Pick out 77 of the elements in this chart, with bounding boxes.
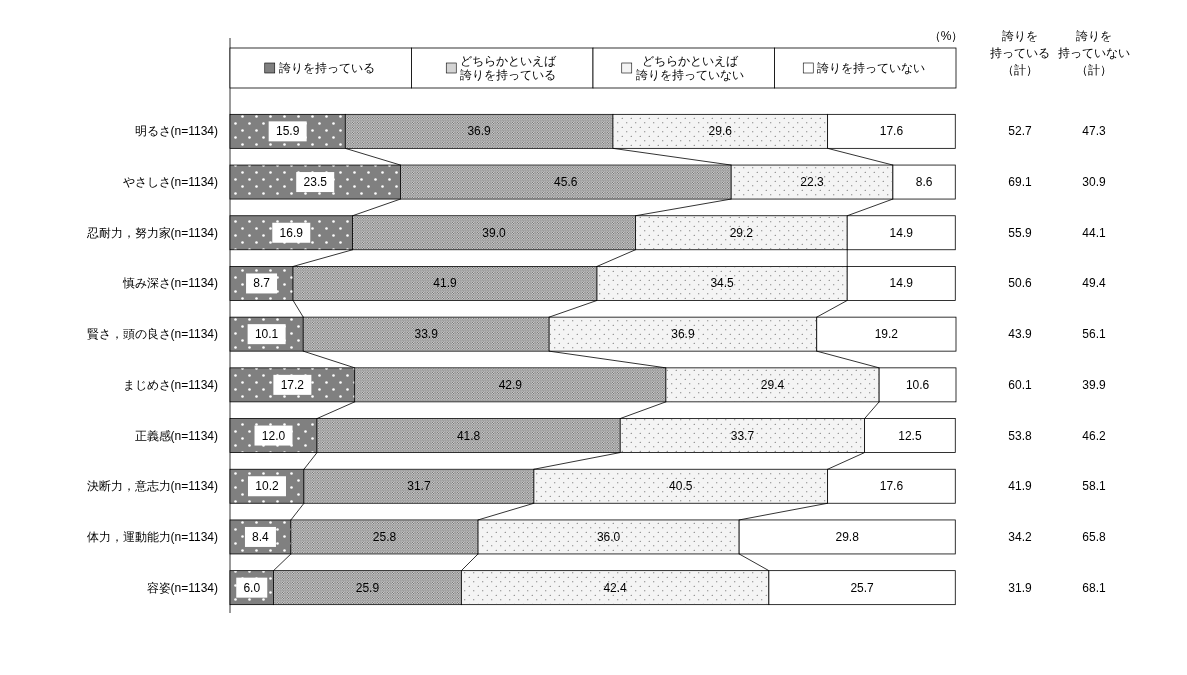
data-label: 33.7	[730, 428, 755, 443]
data-label: 22.3	[800, 175, 825, 190]
data-label: 19.2	[874, 327, 899, 342]
data-label: 25.7	[850, 580, 875, 595]
y-tick-label: 正義感(n=1134)	[134, 428, 218, 443]
data-label: 41.8	[456, 428, 481, 443]
data-label: 23.5	[303, 175, 328, 190]
data-label: 29.8	[835, 529, 860, 544]
text: 53.8	[1008, 428, 1032, 443]
data-label: 12.5	[898, 428, 922, 443]
data-label: 25.8	[372, 529, 397, 544]
data-label: 8.7	[253, 276, 271, 291]
text: 50.6	[1008, 276, 1032, 291]
y-tick-label: 容姿(n=1134)	[146, 580, 218, 595]
legend-label: 誇りを持っていない	[817, 61, 926, 76]
text: 69.1	[1008, 175, 1032, 190]
data-label: 34.5	[710, 276, 735, 291]
text: 44.1	[1082, 225, 1106, 240]
data-label: 31.7	[407, 479, 431, 494]
y-tick-label: 賢さ，頭の良さ(n=1134)	[86, 327, 218, 342]
text: 43.9	[1008, 327, 1032, 342]
y-tick-label: 慎み深さ(n=1134)	[121, 276, 218, 291]
y-tick-label: 体力，運動能力(n=1134)	[86, 529, 218, 544]
text: 41.9	[1008, 479, 1032, 494]
data-label: 17.6	[879, 124, 904, 139]
data-label: 36.9	[467, 124, 492, 139]
legend-label: 誇りを持っている	[278, 61, 375, 76]
y-tick-label: 決断力，意志力(n=1134)	[86, 479, 218, 494]
text: 47.3	[1082, 124, 1106, 139]
data-label: 45.6	[554, 175, 578, 190]
data-label: 14.9	[889, 225, 914, 240]
data-label: 40.5	[669, 479, 693, 494]
data-label: 25.9	[355, 580, 380, 595]
text: 46.2	[1082, 428, 1106, 443]
data-label: 17.6	[879, 479, 904, 494]
data-label: 39.0	[482, 225, 506, 240]
data-label: 17.2	[280, 377, 305, 392]
data-label: 33.9	[414, 327, 439, 342]
data-label: 16.9	[279, 225, 304, 240]
data-label: 8.4	[252, 529, 270, 544]
text: 39.9	[1082, 377, 1106, 392]
text: 30.9	[1082, 175, 1106, 190]
data-label: 42.9	[498, 377, 523, 392]
legend-label: どちらかといえば誇りを持っていない	[635, 54, 744, 83]
data-label: 36.0	[596, 529, 621, 544]
text: 58.1	[1082, 479, 1106, 494]
legend-label: どちらかといえば誇りを持っている	[460, 54, 558, 83]
text: （%）	[928, 29, 964, 43]
y-tick-label: 忍耐力，努力家(n=1134)	[85, 225, 218, 240]
text: 68.1	[1082, 580, 1106, 595]
y-tick-label: 明るさ(n=1134)	[134, 124, 218, 139]
data-label: 29.6	[708, 124, 733, 139]
data-label: 6.0	[243, 580, 261, 595]
data-label: 29.2	[729, 225, 754, 240]
text: 60.1	[1008, 377, 1032, 392]
data-label: 8.6	[915, 175, 933, 190]
data-label: 10.1	[254, 327, 279, 342]
text: 誇りを持っていない（計）	[1058, 29, 1130, 78]
text: 52.7	[1008, 124, 1032, 139]
data-label: 15.9	[275, 124, 300, 139]
text: 55.9	[1008, 225, 1032, 240]
data-label: 14.9	[889, 276, 914, 291]
text: 56.1	[1082, 327, 1106, 342]
data-label: 36.9	[671, 327, 695, 342]
data-label: 10.2	[255, 479, 279, 494]
data-label: 29.4	[760, 377, 785, 392]
data-label: 12.0	[261, 428, 286, 443]
text: 65.8	[1082, 529, 1106, 544]
data-label: 41.9	[433, 276, 458, 291]
text: 誇りを持っている（計）	[990, 29, 1050, 78]
text: 34.2	[1008, 529, 1032, 544]
y-tick-label: まじめさ(n=1134)	[122, 377, 218, 392]
data-label: 42.4	[603, 580, 628, 595]
data-label: 10.6	[905, 377, 930, 392]
y-tick-label: やさしさ(n=1134)	[122, 175, 218, 190]
text: 31.9	[1008, 580, 1032, 595]
text: 49.4	[1082, 276, 1106, 291]
